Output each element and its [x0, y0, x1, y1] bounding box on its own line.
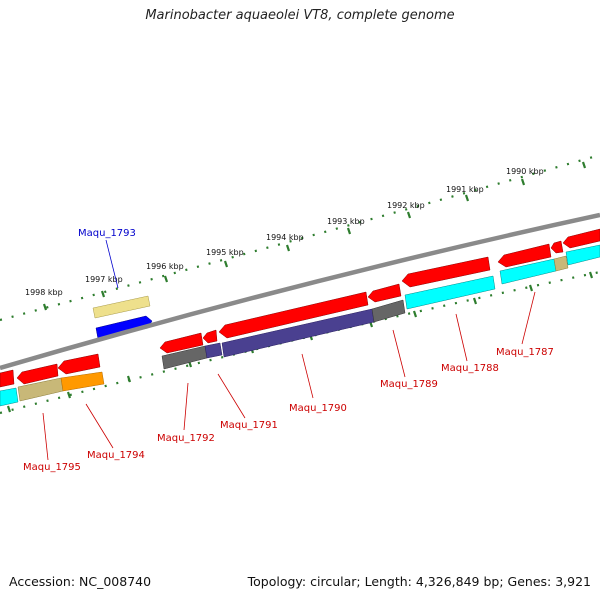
gene-label-maqu-1794[interactable]: Maqu_1794: [87, 450, 145, 461]
cds-arrow[interactable]: [218, 291, 369, 339]
gene-label-maqu-1793[interactable]: Maqu_1793: [78, 228, 136, 239]
gene-cyan[interactable]: [0, 387, 19, 407]
kbp-label-1992: 1992 kbp: [387, 201, 425, 210]
kbp-label-1996: 1996 kbp: [146, 262, 184, 271]
cds-row: [0, 228, 600, 388]
cds-arrow[interactable]: [57, 353, 101, 375]
leader-lines: [42, 239, 536, 461]
gene-label-maqu-1789[interactable]: Maqu_1789: [380, 379, 438, 390]
gene-label-maqu-1795[interactable]: Maqu_1795: [23, 462, 81, 473]
gene-cyan-1788[interactable]: [404, 275, 496, 310]
kbp-label-1995: 1995 kbp: [206, 248, 244, 257]
gene-khaki-1793-top[interactable]: [92, 295, 151, 319]
cds-arrow[interactable]: [16, 363, 59, 385]
gene-orange[interactable]: [60, 371, 105, 392]
kbp-label-1990: 1990 kbp: [506, 167, 544, 176]
kbp-label-1994: 1994 kbp: [266, 233, 304, 242]
cds-arrow[interactable]: [367, 283, 402, 303]
kbp-label-1991: 1991 kbp: [446, 185, 484, 194]
cds-arrow[interactable]: [497, 243, 552, 268]
cds-arrow[interactable]: [0, 369, 15, 388]
kbp-label-1993: 1993 kbp: [327, 217, 365, 226]
accession-text: Accession: NC_008740: [9, 574, 152, 589]
cds-arrow[interactable]: [550, 240, 564, 254]
cds-arrow[interactable]: [562, 228, 600, 249]
gene-label-maqu-1792[interactable]: Maqu_1792: [157, 433, 215, 444]
kbp-label-1998: 1998 kbp: [25, 288, 63, 297]
gene-olive-small[interactable]: [553, 255, 569, 272]
gene-label-maqu-1790[interactable]: Maqu_1790: [289, 403, 347, 414]
gene-label-maqu-1791[interactable]: Maqu_1791: [220, 420, 278, 431]
kbp-label-1997: 1997 kbp: [85, 275, 123, 284]
gene-label-maqu-1788[interactable]: Maqu_1788: [441, 363, 499, 374]
gene-label-maqu-1787[interactable]: Maqu_1787: [496, 347, 554, 358]
gene-navy-1791[interactable]: [204, 342, 223, 359]
cds-arrow[interactable]: [202, 329, 218, 344]
product-class-row: [0, 244, 600, 407]
gene-labels: Maqu_1793 Maqu_1795 Maqu_1794 Maqu_1792 …: [23, 228, 554, 473]
gene-cyan-end[interactable]: [565, 244, 600, 266]
cds-arrow[interactable]: [401, 256, 491, 288]
gene-gray-1789[interactable]: [371, 299, 406, 323]
cds-arrow[interactable]: [159, 332, 204, 354]
genome-backbone: [0, 212, 600, 371]
kbp-labels: 1990 kbp 1991 kbp 1992 kbp 1993 kbp 1994…: [25, 167, 544, 297]
outer-major-ticks: [42, 161, 587, 311]
map-title: Marinobacter aquaeolei VT8, complete gen…: [145, 8, 455, 23]
genome-summary-text: Topology: circular; Length: 4,326,849 bp…: [247, 574, 591, 589]
